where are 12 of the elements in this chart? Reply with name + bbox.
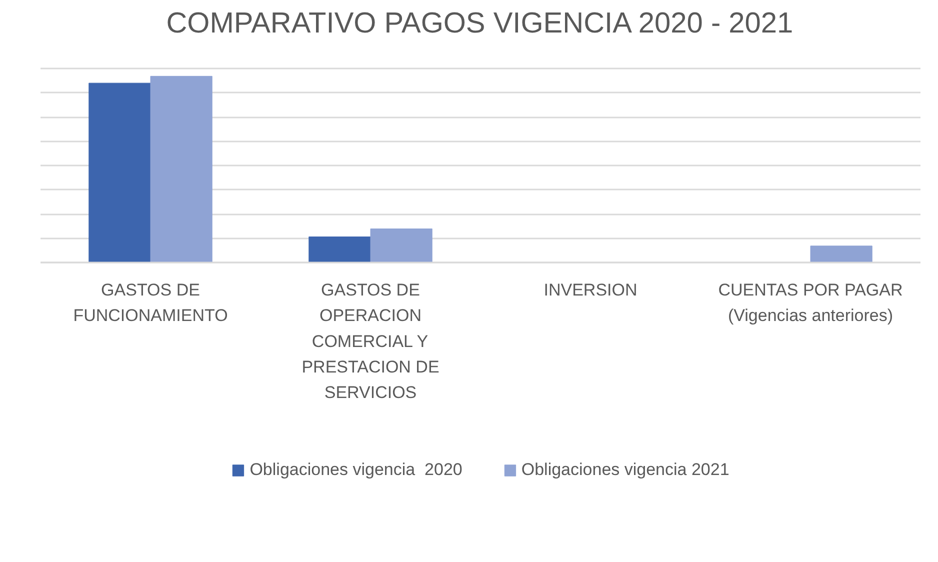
bar xyxy=(88,82,151,263)
legend-label: Obligaciones vigencia 2021 xyxy=(521,460,730,480)
x-tick-label: INVERSION xyxy=(544,280,638,300)
x-tick-label: GASTOS DE FUNCIONAMIENTO xyxy=(73,280,228,326)
bar xyxy=(810,246,872,263)
chart-title: COMPARATIVO PAGOS VIGENCIA 2020 - 2021 xyxy=(166,8,794,40)
bar xyxy=(308,236,371,263)
x-tick-label: GASTOS DE OPERACION COMERCIAL Y PRESTACION DE SERVICIOS xyxy=(302,280,440,402)
legend-label: Obligaciones vigencia 2020 xyxy=(250,460,462,480)
bar xyxy=(150,76,212,263)
bar xyxy=(370,228,432,263)
x-tick-label: CUENTAS POR PAGAR (Vigencias anteriores) xyxy=(718,280,903,326)
